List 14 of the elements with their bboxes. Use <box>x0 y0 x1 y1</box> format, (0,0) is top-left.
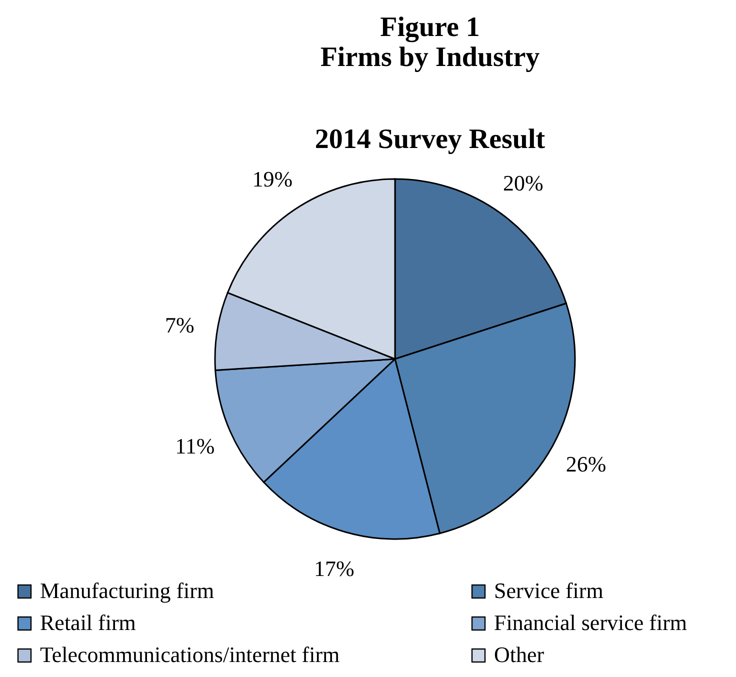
legend-label: Telecommunications/internet firm <box>40 642 340 667</box>
data-label: 20% <box>502 170 544 196</box>
data-label: 26% <box>566 452 606 477</box>
data-label: 17% <box>314 556 354 582</box>
chart-subtitle: 2014 Survey Result <box>314 124 546 155</box>
legend-label: Financial service firm <box>494 610 688 635</box>
data-label: 7% <box>165 312 194 338</box>
data-label: 11% <box>175 433 215 458</box>
legend-label: Service firm <box>494 578 604 603</box>
chart-title: Figure 1 Firms by Industry <box>320 12 540 73</box>
data-label: 19% <box>252 166 293 192</box>
legend-label: Retail firm <box>40 610 136 635</box>
legend-label: Manufacturing firm <box>40 578 214 603</box>
legend-label: Other <box>494 642 545 667</box>
